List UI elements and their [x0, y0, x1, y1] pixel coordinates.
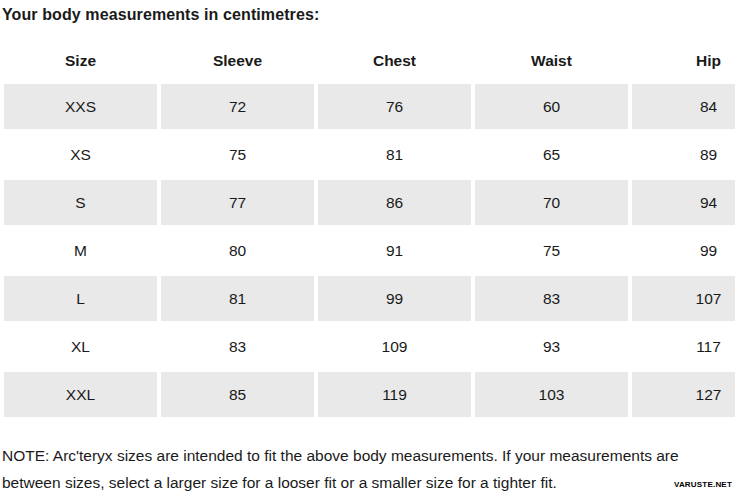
sleeve-cell: 80 — [161, 228, 314, 273]
waist-cell: 103 — [475, 372, 628, 417]
header-row: Size Sleeve Chest Waist Hip — [4, 41, 735, 81]
size-cell: M — [4, 228, 157, 273]
size-cell: XL — [4, 324, 157, 369]
size-chart-table: Size Sleeve Chest Waist Hip XXS 72 76 60… — [0, 38, 735, 420]
column-header-hip: Hip — [632, 41, 735, 81]
hip-cell: 127 — [632, 372, 735, 417]
size-note: NOTE: Arc'teryx sizes are intended to fi… — [0, 442, 735, 491]
size-cell: XXL — [4, 372, 157, 417]
column-header-chest: Chest — [318, 41, 471, 81]
sleeve-cell: 72 — [161, 84, 314, 129]
sleeve-cell: 83 — [161, 324, 314, 369]
size-cell: L — [4, 276, 157, 321]
column-header-waist: Waist — [475, 41, 628, 81]
chest-cell: 109 — [318, 324, 471, 369]
table-row-xxs: XXS 72 76 60 84 — [4, 84, 735, 129]
chest-cell: 81 — [318, 132, 471, 177]
hip-cell: 94 — [632, 180, 735, 225]
size-cell: XS — [4, 132, 157, 177]
table-row-xl: XL 83 109 93 117 — [4, 324, 735, 369]
waist-cell: 65 — [475, 132, 628, 177]
chest-cell: 119 — [318, 372, 471, 417]
chest-cell: 76 — [318, 84, 471, 129]
chest-cell: 91 — [318, 228, 471, 273]
size-cell: S — [4, 180, 157, 225]
table-row-s: S 77 86 70 94 — [4, 180, 735, 225]
size-cell: XXS — [4, 84, 157, 129]
sleeve-cell: 77 — [161, 180, 314, 225]
table-row-l: L 81 99 83 107 — [4, 276, 735, 321]
hip-cell: 84 — [632, 84, 735, 129]
page-title: Your body measurements in centimetres: — [0, 0, 735, 24]
chest-cell: 86 — [318, 180, 471, 225]
hip-cell: 107 — [632, 276, 735, 321]
sleeve-cell: 81 — [161, 276, 314, 321]
watermark-logo: VARUSTE.NET — [674, 480, 732, 489]
table-viewport: Size Sleeve Chest Waist Hip XXS 72 76 60… — [0, 24, 735, 420]
waist-cell: 70 — [475, 180, 628, 225]
chest-cell: 99 — [318, 276, 471, 321]
table-row-xs: XS 75 81 65 89 — [4, 132, 735, 177]
size-chart-page: Your body measurements in centimetres: S… — [0, 0, 735, 491]
waist-cell: 83 — [475, 276, 628, 321]
table-row-m: M 80 91 75 99 — [4, 228, 735, 273]
column-header-size: Size — [4, 41, 157, 81]
column-header-sleeve: Sleeve — [161, 41, 314, 81]
hip-cell: 89 — [632, 132, 735, 177]
waist-cell: 75 — [475, 228, 628, 273]
waist-cell: 93 — [475, 324, 628, 369]
table-row-xxl: XXL 85 119 103 127 — [4, 372, 735, 417]
sleeve-cell: 75 — [161, 132, 314, 177]
waist-cell: 60 — [475, 84, 628, 129]
sleeve-cell: 85 — [161, 372, 314, 417]
hip-cell: 117 — [632, 324, 735, 369]
hip-cell: 99 — [632, 228, 735, 273]
